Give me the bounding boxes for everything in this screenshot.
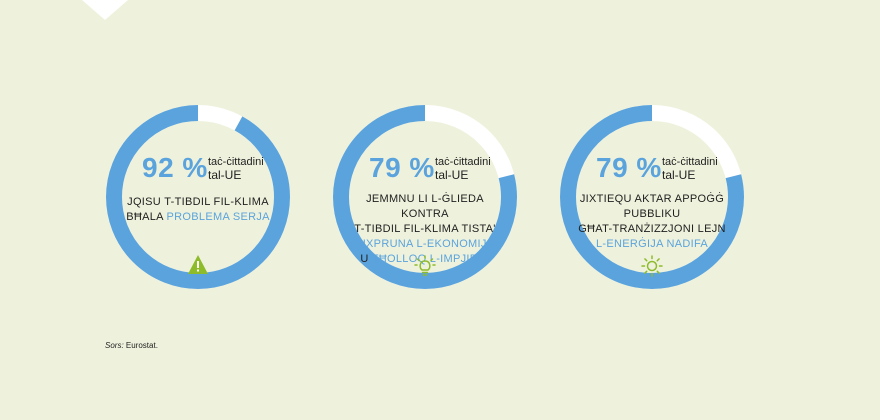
desc-line: Jixtiequ aktar appoġġ <box>579 193 725 205</box>
desc-line: għat-tranżizzjoni lejn <box>578 223 726 235</box>
desc-line: u <box>360 253 372 265</box>
lightbulb-icon <box>414 255 436 276</box>
donut-chart <box>333 105 517 289</box>
ring-value <box>333 105 517 289</box>
desc-line: bħala <box>126 211 167 223</box>
stat-card-energy: 79 % taċ-ċittadini tal-UE Jixtiequ aktar… <box>557 102 747 292</box>
ring-value <box>560 105 744 289</box>
donut-chart <box>560 105 744 289</box>
percent-value: 79 % <box>369 152 435 183</box>
percent-value: 92 % <box>142 152 208 183</box>
donut-chart <box>106 105 290 289</box>
stat-card-economy: 79 % taċ-ċittadini tal-UE Jemmnu li l-ġl… <box>330 102 520 292</box>
ring-value <box>106 105 290 289</box>
source-text: Eurostat. <box>123 341 158 350</box>
desc-line: Jemmnu li l-ġlieda kontra <box>366 193 484 220</box>
percent-value: 79 % <box>596 152 662 183</box>
source-label: Sors: <box>105 341 124 350</box>
stat-card-problem: 92 % taċ-ċittadini tal-UE Jqisu t-tibdil… <box>103 102 293 292</box>
desc-highlight: tixpruna l-ekonomija <box>355 238 495 250</box>
desc-highlight: l-enerġija nadifa <box>595 238 709 250</box>
unit-line-1: taċ-ċittadini <box>208 156 264 168</box>
desc-highlight: problema serja <box>166 211 270 223</box>
corner-decoration <box>82 0 128 20</box>
desc-line: Jqisu t-tibdil fil-klima <box>127 196 269 208</box>
unit-line-1: taċ-ċittadini <box>662 156 718 168</box>
desc-highlight: tħolloq l-impjiegi <box>371 253 490 265</box>
unit-line-2: tal-UE <box>435 168 469 182</box>
sun-icon <box>641 255 663 277</box>
unit-line-2: tal-UE <box>208 168 242 182</box>
unit-label: taċ-ċittadini tal-UE <box>435 156 491 181</box>
description: Jixtiequ aktar appoġġ pubbliku għat-tran… <box>575 192 729 252</box>
description: Jqisu t-tibdil fil-klima bħala problema … <box>121 195 275 225</box>
source-note: Sors: Eurostat. <box>105 341 158 350</box>
desc-line: pubbliku <box>623 208 681 220</box>
description: Jemmnu li l-ġlieda kontra t-tibdil fil-k… <box>348 192 502 267</box>
unit-label: taċ-ċittadini tal-UE <box>208 156 264 181</box>
desc-line: t-tibdil fil-klima tista' <box>354 223 496 235</box>
unit-line-2: tal-UE <box>662 168 696 182</box>
warning-icon <box>188 255 208 274</box>
unit-label: taċ-ċittadini tal-UE <box>662 156 718 181</box>
unit-line-1: taċ-ċittadini <box>435 156 491 168</box>
